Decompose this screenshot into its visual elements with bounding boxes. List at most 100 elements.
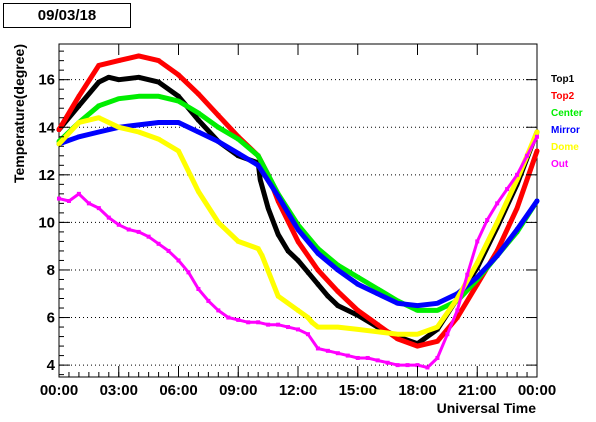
point-center: [415, 308, 420, 313]
y-tick-label: 10: [38, 214, 55, 231]
point-out: [196, 286, 201, 291]
point-out: [57, 196, 61, 201]
legend-mirror: Mirror: [551, 125, 580, 136]
point-dome: [305, 315, 310, 320]
point-mirror: [196, 130, 201, 135]
plot-area: [58, 43, 538, 378]
point-center: [335, 263, 340, 268]
point-mirror: [495, 253, 500, 258]
point-dome: [515, 177, 520, 182]
point-out: [405, 363, 410, 368]
point-top2: [395, 336, 400, 341]
point-out: [86, 201, 91, 206]
point-center: [355, 275, 360, 280]
point-top1: [156, 80, 161, 85]
point-dome: [176, 149, 181, 154]
point-out: [465, 272, 470, 277]
point-dome: [415, 332, 420, 337]
legend-center: Center: [551, 108, 583, 119]
point-dome: [475, 260, 480, 265]
point-out: [136, 229, 141, 234]
point-top2: [216, 113, 221, 118]
point-dome: [535, 130, 539, 135]
legend-dome: Dome: [551, 142, 579, 153]
x-tick-label: 00:00: [518, 382, 556, 399]
point-top2: [455, 315, 460, 320]
point-top2: [76, 94, 81, 99]
point-center: [96, 103, 101, 108]
point-top2: [196, 91, 201, 96]
point-out: [146, 234, 151, 239]
y-tick-label: 4: [47, 357, 56, 374]
point-top1: [305, 270, 310, 275]
point-dome: [96, 115, 101, 120]
point-dome: [335, 325, 340, 330]
point-top1: [116, 77, 121, 82]
point-top1: [335, 303, 340, 308]
x-axis-label: Universal Time: [437, 400, 537, 416]
point-out: [266, 322, 271, 327]
point-out: [525, 153, 530, 158]
point-top1: [315, 282, 320, 287]
point-top1: [266, 206, 271, 211]
point-out: [96, 206, 101, 211]
x-tick-label: 12:00: [279, 382, 317, 399]
point-mirror: [475, 275, 480, 280]
point-top2: [315, 267, 320, 272]
point-top2: [415, 344, 420, 349]
point-out: [206, 298, 211, 303]
point-top1: [258, 177, 263, 182]
y-tick-label: 12: [38, 167, 55, 184]
x-tick-label: 21:00: [458, 382, 496, 399]
point-out: [535, 134, 539, 139]
point-mirror: [76, 134, 81, 139]
point-mirror: [256, 163, 261, 168]
point-top1: [296, 258, 300, 263]
point-dome: [375, 329, 380, 334]
point-dome: [216, 220, 221, 225]
point-mirror: [535, 198, 539, 203]
point-out: [246, 320, 251, 325]
point-center: [176, 99, 181, 104]
point-out: [495, 201, 500, 206]
point-center: [196, 110, 201, 115]
point-center: [315, 246, 320, 251]
point-dome: [116, 125, 121, 130]
legend-top1: Top1: [551, 74, 575, 85]
point-dome: [196, 189, 201, 194]
point-center: [435, 308, 440, 313]
point-top2: [136, 53, 141, 58]
point-dome: [156, 137, 161, 142]
point-dome: [296, 308, 300, 313]
point-top2: [57, 127, 61, 132]
point-mirror: [435, 301, 440, 306]
point-mirror: [375, 291, 380, 296]
point-out: [505, 187, 510, 192]
series-layer: [56, 53, 540, 370]
point-out: [375, 358, 380, 363]
point-out: [296, 327, 300, 332]
chart-title: 09/03/18: [3, 3, 131, 28]
point-top2: [96, 63, 101, 68]
point-top1: [176, 94, 181, 99]
point-mirror: [355, 282, 360, 287]
point-out: [106, 215, 111, 220]
point-dome: [260, 253, 265, 258]
point-out: [445, 332, 450, 337]
point-dome: [315, 325, 320, 330]
point-dome: [276, 294, 281, 299]
point-out: [156, 241, 161, 246]
point-dome: [395, 332, 400, 337]
point-out: [286, 325, 291, 330]
point-mirror: [395, 301, 400, 306]
point-top2: [435, 339, 440, 344]
point-out: [515, 172, 520, 177]
point-center: [256, 153, 261, 158]
point-dome: [355, 327, 360, 332]
point-top1: [325, 294, 330, 299]
point-out: [66, 198, 71, 203]
point-out: [126, 227, 131, 232]
y-tick-label: 14: [38, 119, 55, 136]
y-tick-label: 16: [38, 72, 55, 89]
point-top2: [495, 248, 500, 253]
